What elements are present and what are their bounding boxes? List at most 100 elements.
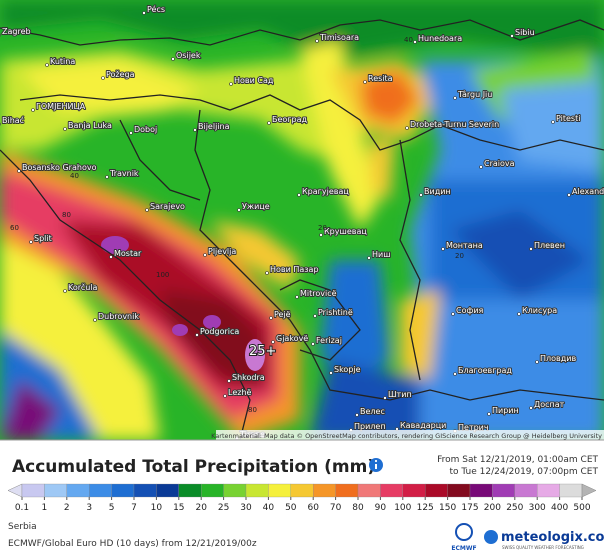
city-label: Kutina xyxy=(50,57,75,66)
colorbar-segment xyxy=(223,483,247,498)
city-label: Timisoara xyxy=(319,33,359,42)
contour-label: 40 xyxy=(70,172,79,180)
ecmwf-text: ECMWF xyxy=(451,545,476,552)
colorbar-segment xyxy=(178,483,202,498)
city-label: Skopje xyxy=(334,365,361,374)
colorbar-tick-label: 125 xyxy=(417,503,434,513)
colorbar-segment xyxy=(268,483,291,498)
city-dot xyxy=(63,289,67,293)
city-label: Osijek xyxy=(176,51,201,60)
info-dot xyxy=(374,459,378,463)
city-dot xyxy=(551,120,555,124)
city-label: Плевен xyxy=(534,241,565,250)
city-label: Нови Пазар xyxy=(270,265,319,274)
brand-mark xyxy=(484,530,498,544)
city-dot xyxy=(487,412,491,416)
colorbar-tick-label: 300 xyxy=(529,503,546,513)
city-dot xyxy=(63,127,67,131)
colorbar-tick-label: 250 xyxy=(506,503,523,513)
colorbar-segment xyxy=(111,483,135,498)
colorbar-tick-label: 0.1 xyxy=(15,503,29,513)
brand-logo[interactable]: meteologix.com SWISS QUALITY WEATHER FOR… xyxy=(484,530,604,550)
city-dot xyxy=(367,256,371,260)
city-label: Mostar xyxy=(114,249,142,258)
city-label: Доспат xyxy=(534,400,565,409)
city-label: Resita xyxy=(368,74,393,83)
city-label: Pécs xyxy=(147,4,165,14)
colorbar-segment xyxy=(290,483,314,498)
info-icon[interactable] xyxy=(369,458,383,472)
city-label: Alexandria xyxy=(572,187,604,196)
colorbar-tick-label: 1 xyxy=(42,503,48,513)
colorbar-segment xyxy=(559,483,583,498)
city-label: Split xyxy=(34,234,52,243)
ecmwf-mark xyxy=(455,523,473,541)
city-dot xyxy=(319,233,323,237)
city-dot xyxy=(223,394,227,398)
city-dot xyxy=(453,96,457,100)
city-dot xyxy=(269,316,273,320)
colorbar-tick-label: 500 xyxy=(573,503,590,513)
brand[interactable]: meteologix.com xyxy=(501,530,604,545)
city-dot xyxy=(413,40,417,44)
map: Pécs Zagreb Osijek Timisoara Hunedoara Sibiu K… xyxy=(0,0,604,440)
colorbar-segment xyxy=(492,483,515,498)
legend-title: Accumulated Total Precipitation (mm) xyxy=(12,457,375,477)
city-dot xyxy=(193,128,197,132)
city-dot xyxy=(517,312,521,316)
city-dot xyxy=(229,82,233,86)
colorbar-tick-label: 200 xyxy=(484,503,501,513)
city-dot xyxy=(109,255,113,259)
colorbar-segment xyxy=(156,483,179,498)
city-label: Travnik xyxy=(109,169,139,178)
attribution: Kartenmaterial: Map data © OpenStreetMap… xyxy=(211,432,602,440)
contour-label: 100 xyxy=(156,271,169,279)
colorbar-segment xyxy=(425,483,448,498)
colorbar-segment xyxy=(514,483,538,498)
colorbar-tick-label: 40 xyxy=(263,503,275,513)
city-dot xyxy=(271,340,275,344)
colorbar-tick-label: 175 xyxy=(461,503,478,513)
city-dot xyxy=(93,318,97,322)
city-label: Pitesti xyxy=(556,114,580,123)
colorbar-segment xyxy=(89,483,112,498)
contour-label: 20 xyxy=(455,252,464,260)
city-dot xyxy=(453,372,457,376)
contour-label: 20 xyxy=(318,224,327,232)
period-from: From Sat 12/21/2019, 01:00am CET xyxy=(437,455,598,465)
city-dot xyxy=(405,126,409,130)
city-label: Lezhë xyxy=(228,388,252,397)
border xyxy=(279,279,361,361)
city-dot xyxy=(45,63,49,67)
city-dot xyxy=(171,57,175,61)
city-label: Ужице xyxy=(242,202,270,211)
city-dot xyxy=(529,406,533,410)
colorbar-tick-label: 150 xyxy=(439,503,456,513)
city-label: Видин xyxy=(424,187,451,196)
model: ECMWF/Global Euro HD (10 days) from 12/2… xyxy=(8,539,257,549)
max-label: 25+ xyxy=(249,344,276,359)
city-label: ГОМЈЕНИЦА xyxy=(36,102,86,111)
city-label: Крушевац xyxy=(324,227,367,236)
city-dot xyxy=(451,312,455,316)
city-label: Клисура xyxy=(522,306,557,315)
map-labels: Pécs Zagreb Osijek Timisoara Hunedoara Sibiu K… xyxy=(0,3,604,440)
colorbar-segment xyxy=(245,483,269,498)
city-label: Hunedoara xyxy=(418,34,462,43)
city-label: Târgu Jiu xyxy=(457,90,492,99)
city-label: Sibiu xyxy=(515,28,535,37)
colorbar-segment xyxy=(66,483,90,498)
city-dot xyxy=(267,121,271,125)
city-label: Pejë xyxy=(274,310,291,319)
contour-label: 80 xyxy=(62,211,71,219)
city-dot xyxy=(29,240,33,244)
colorbar-segment xyxy=(537,483,560,498)
colorbar-tick-label: 10 xyxy=(151,503,163,513)
colorbar-tick-label: 30 xyxy=(240,503,252,513)
colorbar-tick-label: 400 xyxy=(551,503,568,513)
city-dot xyxy=(441,247,445,251)
colorbar-segment xyxy=(447,483,471,498)
city-dot xyxy=(479,165,483,169)
city-label: Велес xyxy=(360,407,385,416)
